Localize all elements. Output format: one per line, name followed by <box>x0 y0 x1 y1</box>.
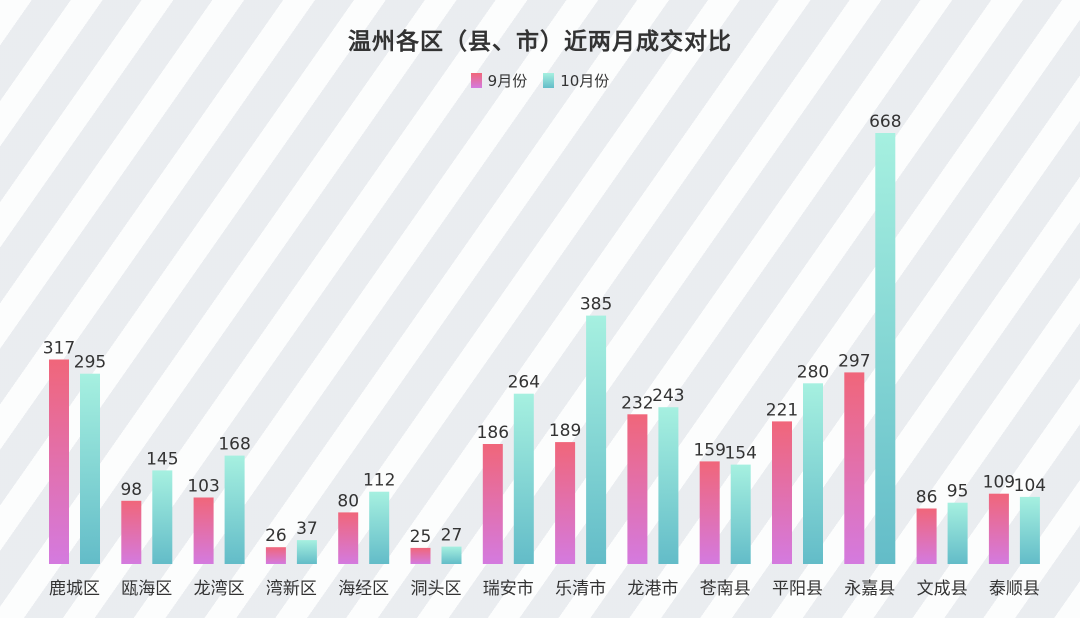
bar-september-4 <box>338 512 359 564</box>
bar-october-8 <box>658 407 679 564</box>
data-label-october-11: 668 <box>869 112 901 132</box>
data-label-september-7: 189 <box>549 421 581 441</box>
data-label-october-9: 154 <box>724 444 756 464</box>
bar-september-13 <box>988 493 1009 564</box>
category-label-9: 苍南县 <box>700 579 751 599</box>
bar-october-6 <box>513 393 534 564</box>
bar-september-8 <box>627 414 648 564</box>
bar-september-1 <box>121 500 142 564</box>
bar-september-3 <box>265 547 286 564</box>
data-label-september-1: 98 <box>120 480 142 500</box>
data-label-september-11: 297 <box>838 351 870 371</box>
bar-october-13 <box>1019 496 1040 564</box>
data-label-october-13: 104 <box>1014 476 1046 496</box>
data-label-october-12: 95 <box>947 482 969 502</box>
category-label-3: 湾新区 <box>266 579 317 599</box>
legend-label-october: 10月份 <box>560 72 610 90</box>
data-label-september-10: 221 <box>766 400 798 420</box>
bar-october-5 <box>441 546 462 564</box>
bar-september-11 <box>844 372 865 564</box>
category-label-13: 泰顺县 <box>989 579 1040 599</box>
bar-october-10 <box>803 383 823 564</box>
bar-october-11 <box>875 133 896 564</box>
category-label-6: 瑞安市 <box>483 579 534 599</box>
data-label-september-3: 26 <box>265 526 287 546</box>
bar-october-0 <box>80 373 100 564</box>
data-label-september-4: 80 <box>337 491 359 511</box>
bar-september-7 <box>555 442 576 564</box>
bar-september-2 <box>193 497 214 564</box>
category-label-8: 龙港市 <box>627 579 678 599</box>
legend-swatch-september <box>470 73 482 88</box>
bar-september-5 <box>410 547 431 564</box>
bar-october-3 <box>296 540 317 564</box>
category-label-10: 平阳县 <box>772 579 823 599</box>
data-label-october-7: 385 <box>580 295 612 315</box>
legend-swatch-october <box>543 73 555 88</box>
data-label-september-8: 232 <box>621 393 653 413</box>
data-label-september-6: 186 <box>477 423 509 443</box>
category-label-12: 文成县 <box>917 579 968 599</box>
bar-september-12 <box>916 508 937 564</box>
data-label-october-8: 243 <box>652 386 684 406</box>
category-label-1: 瓯海区 <box>121 579 172 599</box>
bar-october-2 <box>224 455 245 564</box>
data-label-september-13: 109 <box>983 473 1015 493</box>
category-label-4: 海经区 <box>338 579 389 599</box>
category-label-2: 龙湾区 <box>194 579 245 599</box>
bar-september-10 <box>772 421 792 564</box>
category-label-0: 鹿城区 <box>49 579 100 599</box>
bar-october-12 <box>947 502 968 564</box>
bar-october-7 <box>586 315 607 564</box>
chart-title: 温州各区（县、市）近两月成交对比 <box>348 29 732 55</box>
data-label-september-5: 25 <box>410 527 432 547</box>
data-label-october-10: 280 <box>797 362 829 382</box>
legend-item-october: 10月份 <box>543 70 609 91</box>
data-label-october-5: 27 <box>441 526 463 546</box>
bar-october-9 <box>730 464 751 564</box>
data-label-september-9: 159 <box>693 440 725 460</box>
data-label-october-1: 145 <box>146 449 178 469</box>
bar-october-1 <box>152 470 173 564</box>
data-label-october-6: 264 <box>508 373 540 393</box>
bar-october-4 <box>369 491 390 564</box>
bar-september-6 <box>482 444 503 564</box>
legend-item-september: 9月份 <box>470 70 528 91</box>
category-label-5: 洞头区 <box>411 579 462 599</box>
bar-september-9 <box>699 461 720 564</box>
data-label-october-0: 295 <box>74 353 106 373</box>
data-label-september-0: 317 <box>43 339 75 359</box>
data-label-september-12: 86 <box>916 488 938 508</box>
data-label-october-2: 168 <box>218 435 250 455</box>
bar-september-0 <box>49 359 69 564</box>
category-label-11: 永嘉县 <box>844 579 895 599</box>
legend-label-september: 9月份 <box>487 72 528 90</box>
data-label-october-3: 37 <box>296 519 318 539</box>
data-label-september-2: 103 <box>187 477 219 497</box>
category-label-7: 乐清市 <box>555 579 606 599</box>
chart-legend: 9月份 10月份 <box>0 70 1080 91</box>
data-label-october-4: 112 <box>363 471 395 491</box>
